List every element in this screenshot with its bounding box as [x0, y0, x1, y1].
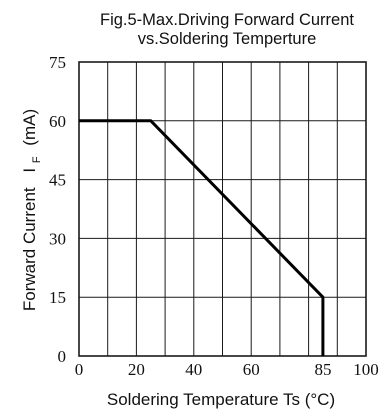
chart-title-line2: vs.Soldering Temperture: [138, 30, 317, 48]
y-axis-label: Forward Current I F (mA): [20, 109, 44, 311]
x-tick-label: 20: [128, 360, 145, 379]
y-axis-label-unit: (mA): [20, 109, 39, 146]
y-tick-labels: 0 15 30 45 60 75: [49, 53, 66, 366]
y-tick-label: 0: [58, 347, 67, 366]
y-tick-label: 30: [49, 229, 66, 248]
y-tick-label: 15: [49, 288, 66, 307]
y-axis-label-text: Forward Current: [20, 187, 39, 311]
series-layer: [79, 119, 325, 356]
x-tick-label: 60: [243, 360, 260, 379]
y-axis-label-symbol: I: [20, 168, 39, 173]
x-tick-label: 0: [75, 360, 84, 379]
x-tick-label: 40: [185, 360, 202, 379]
series-line: [79, 119, 325, 356]
x-tick-label: 100: [353, 360, 379, 379]
grid-lines: [79, 62, 366, 356]
y-tick-label: 60: [49, 112, 66, 131]
x-axis-label: Soldering Temperature Ts (°C): [107, 390, 335, 409]
y-tick-label: 45: [49, 171, 66, 190]
x-tick-label: 85: [314, 360, 331, 379]
x-tick-labels: 0 20 40 60 85 100: [75, 360, 379, 379]
plot-frame: [78, 61, 367, 357]
y-tick-label: 75: [49, 53, 66, 72]
chart-title-line1: Fig.5-Max.Driving Forward Current: [100, 11, 354, 29]
y-axis-label-subscript: F: [31, 156, 43, 163]
